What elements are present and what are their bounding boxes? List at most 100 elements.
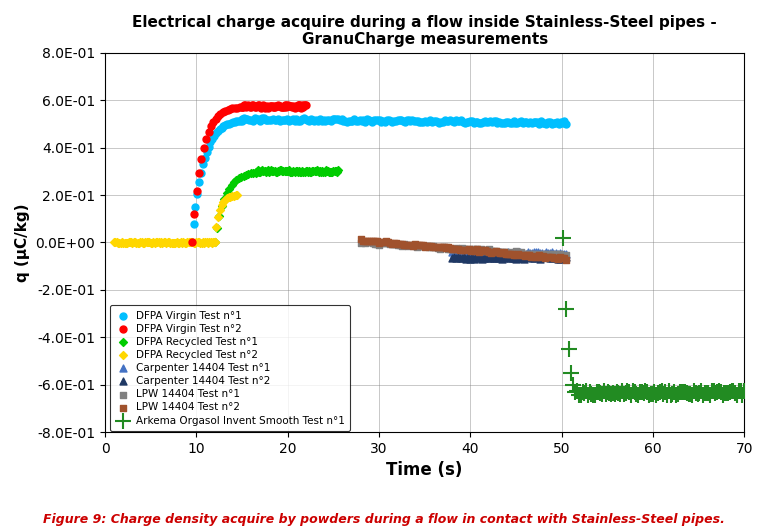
- Carpenter 14404 Test n°2: [446, 254, 458, 262]
- LPW 14404 Test n°2: [489, 247, 502, 256]
- DFPA Recycled Test n°1: [297, 167, 310, 176]
- DFPA Recycled Test n°1: [306, 167, 319, 176]
- DFPA Recycled Test n°1: [259, 167, 271, 175]
- Arkema Orgasol Invent Smooth Test n°1: [589, 390, 601, 399]
- Carpenter 14404 Test n°1: [540, 248, 552, 257]
- LPW 14404 Test n°2: [396, 240, 409, 248]
- Arkema Orgasol Invent Smooth Test n°1: [734, 387, 746, 396]
- LPW 14404 Test n°2: [544, 252, 556, 261]
- DFPA Recycled Test n°1: [265, 166, 277, 175]
- Carpenter 14404 Test n°2: [508, 254, 520, 262]
- DFPA Virgin Test n°2: [282, 102, 294, 110]
- DFPA Virgin Test n°1: [515, 117, 527, 125]
- DFPA Virgin Test n°2: [221, 106, 233, 114]
- DFPA Virgin Test n°2: [273, 102, 285, 110]
- LPW 14404 Test n°1: [433, 245, 445, 253]
- DFPA Virgin Test n°1: [531, 118, 543, 126]
- DFPA Virgin Test n°2: [190, 187, 203, 195]
- Carpenter 14404 Test n°1: [496, 249, 508, 258]
- LPW 14404 Test n°1: [535, 250, 548, 259]
- DFPA Recycled Test n°2: [163, 238, 175, 246]
- DFPA Virgin Test n°1: [281, 115, 293, 123]
- DFPA Recycled Test n°1: [260, 168, 272, 176]
- DFPA Virgin Test n°1: [437, 118, 449, 127]
- DFPA Recycled Test n°2: [185, 238, 197, 246]
- LPW 14404 Test n°2: [560, 256, 572, 264]
- DFPA Virgin Test n°1: [477, 118, 489, 126]
- Arkema Orgasol Invent Smooth Test n°1: [670, 390, 682, 399]
- DFPA Virgin Test n°2: [214, 110, 227, 118]
- Carpenter 14404 Test n°1: [458, 250, 470, 258]
- DFPA Virgin Test n°2: [217, 108, 229, 116]
- Carpenter 14404 Test n°1: [482, 248, 495, 257]
- Carpenter 14404 Test n°1: [500, 250, 512, 258]
- Carpenter 14404 Test n°2: [544, 254, 556, 262]
- DFPA Recycled Test n°2: [167, 239, 179, 247]
- DFPA Virgin Test n°2: [294, 103, 306, 111]
- DFPA Virgin Test n°2: [237, 103, 249, 112]
- Carpenter 14404 Test n°2: [488, 254, 500, 262]
- DFPA Virgin Test n°2: [293, 101, 305, 109]
- DFPA Virgin Test n°1: [495, 118, 507, 127]
- DFPA Virgin Test n°1: [520, 117, 532, 126]
- Arkema Orgasol Invent Smooth Test n°1: [737, 391, 749, 399]
- LPW 14404 Test n°2: [427, 242, 439, 251]
- DFPA Virgin Test n°1: [428, 117, 440, 126]
- DFPA Recycled Test n°2: [111, 238, 123, 247]
- Arkema Orgasol Invent Smooth Test n°1: [621, 387, 634, 396]
- DFPA Recycled Test n°1: [269, 167, 281, 175]
- LPW 14404 Test n°1: [550, 251, 562, 260]
- DFPA Recycled Test n°1: [314, 166, 326, 175]
- DFPA Virgin Test n°1: [399, 118, 411, 126]
- Carpenter 14404 Test n°1: [462, 248, 474, 256]
- Arkema Orgasol Invent Smooth Test n°1: [585, 390, 598, 399]
- LPW 14404 Test n°2: [388, 239, 400, 247]
- Arkema Orgasol Invent Smooth Test n°1: [657, 390, 670, 398]
- LPW 14404 Test n°2: [429, 243, 442, 251]
- DFPA Virgin Test n°2: [270, 103, 282, 111]
- DFPA Virgin Test n°2: [271, 102, 283, 110]
- DFPA Recycled Test n°1: [247, 169, 260, 177]
- DFPA Recycled Test n°1: [319, 166, 332, 175]
- DFPA Virgin Test n°1: [513, 118, 525, 126]
- Arkema Orgasol Invent Smooth Test n°1: [718, 389, 730, 397]
- DFPA Virgin Test n°2: [290, 102, 302, 110]
- DFPA Virgin Test n°1: [330, 115, 343, 123]
- DFPA Virgin Test n°1: [444, 116, 456, 125]
- DFPA Virgin Test n°2: [274, 102, 286, 110]
- LPW 14404 Test n°1: [388, 239, 400, 248]
- DFPA Virgin Test n°1: [305, 115, 317, 124]
- DFPA Virgin Test n°1: [266, 115, 279, 124]
- LPW 14404 Test n°2: [367, 237, 379, 246]
- DFPA Recycled Test n°1: [257, 166, 269, 175]
- DFPA Virgin Test n°1: [390, 117, 402, 126]
- DFPA Virgin Test n°1: [217, 122, 230, 130]
- DFPA Virgin Test n°1: [544, 118, 556, 126]
- LPW 14404 Test n°2: [504, 250, 516, 258]
- DFPA Virgin Test n°1: [256, 114, 268, 122]
- DFPA Virgin Test n°1: [204, 138, 217, 147]
- DFPA Virgin Test n°2: [243, 102, 255, 110]
- DFPA Recycled Test n°1: [254, 168, 266, 176]
- LPW 14404 Test n°2: [448, 245, 460, 254]
- DFPA Recycled Test n°2: [195, 238, 207, 247]
- Arkema Orgasol Invent Smooth Test n°1: [584, 388, 596, 396]
- DFPA Virgin Test n°2: [258, 102, 270, 110]
- DFPA Virgin Test n°1: [535, 117, 547, 126]
- DFPA Virgin Test n°1: [377, 117, 389, 125]
- Arkema Orgasol Invent Smooth Test n°1: [683, 390, 695, 398]
- Arkema Orgasol Invent Smooth Test n°1: [647, 390, 659, 398]
- DFPA Virgin Test n°1: [448, 118, 460, 127]
- LPW 14404 Test n°2: [477, 246, 489, 254]
- LPW 14404 Test n°2: [551, 255, 564, 263]
- LPW 14404 Test n°2: [462, 245, 475, 253]
- Arkema Orgasol Invent Smooth Test n°1: [631, 390, 643, 398]
- DFPA Virgin Test n°1: [252, 115, 264, 123]
- Carpenter 14404 Test n°2: [518, 255, 530, 263]
- LPW 14404 Test n°2: [556, 254, 568, 262]
- DFPA Virgin Test n°2: [250, 103, 262, 111]
- LPW 14404 Test n°2: [458, 246, 471, 254]
- DFPA Recycled Test n°1: [255, 167, 267, 175]
- DFPA Recycled Test n°2: [151, 238, 164, 246]
- Arkema Orgasol Invent Smooth Test n°1: [607, 389, 619, 398]
